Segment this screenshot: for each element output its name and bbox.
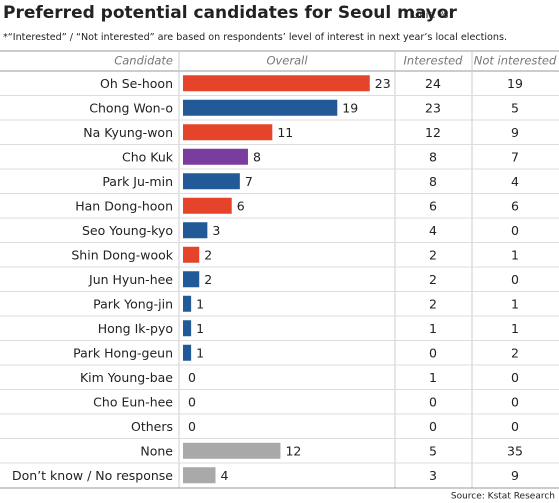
- value-label: 2: [204, 247, 212, 262]
- category-label: Han Dong-hoon: [75, 198, 173, 213]
- category-label: Park Hong-geun: [73, 345, 173, 360]
- value-label: 0: [188, 370, 196, 385]
- category-label: None: [140, 443, 173, 458]
- table-cell: 0: [429, 345, 437, 360]
- category-label: Seo Young-kyo: [82, 223, 173, 238]
- table-cell: 0: [511, 223, 519, 238]
- table-cell: 3: [429, 468, 437, 483]
- value-label: 3: [212, 223, 220, 238]
- table-cell: 0: [511, 394, 519, 409]
- table-cell: 8: [429, 174, 437, 189]
- table-cell: 1: [429, 370, 437, 385]
- value-label: 6: [237, 198, 245, 213]
- category-label: Cho Eun-hee: [93, 394, 173, 409]
- category-label: Oh Se-hoon: [100, 76, 173, 91]
- table-cell: 4: [511, 174, 519, 189]
- bar: [183, 246, 200, 263]
- value-label: 0: [188, 419, 196, 434]
- table-cell: 6: [511, 198, 519, 213]
- category-label: Na Kyung-won: [83, 125, 173, 140]
- value-label: 1: [196, 296, 204, 311]
- table-cell: 2: [429, 247, 437, 262]
- table-cell: 1: [429, 321, 437, 336]
- category-label: Kim Young-bae: [80, 370, 173, 385]
- category-label: Cho Kuk: [122, 149, 174, 164]
- bar: [183, 442, 281, 459]
- column-header: Candidate: [114, 54, 173, 68]
- bar: [183, 222, 208, 239]
- table-cell: 0: [429, 394, 437, 409]
- table-cell: 12: [425, 125, 441, 140]
- table-cell: 5: [429, 443, 437, 458]
- value-label: 0: [188, 394, 196, 409]
- column-header: Not interested: [474, 54, 557, 68]
- table-cell: 23: [425, 100, 441, 115]
- table-cell: 1: [511, 296, 519, 311]
- table-cell: 1: [511, 321, 519, 336]
- bar: [183, 271, 200, 288]
- chart-title: Preferred potential candidates for Seoul…: [3, 3, 458, 23]
- note: *“Interested” / “Not interested” are bas…: [3, 32, 507, 43]
- category-label: Park Ju-min: [102, 174, 173, 189]
- table-cell: 5: [511, 100, 519, 115]
- value-label: 1: [196, 345, 204, 360]
- table-cell: 4: [429, 223, 437, 238]
- bar: [183, 124, 273, 141]
- category-label: Chong Won-o: [89, 100, 173, 115]
- bar: [183, 173, 240, 190]
- value-label: 23: [375, 76, 391, 91]
- bar: [183, 467, 216, 484]
- category-label: Others: [131, 419, 173, 434]
- bar: [183, 75, 370, 92]
- table-cell: 0: [511, 419, 519, 434]
- category-label: Park Yong-jin: [93, 296, 173, 311]
- value-label: 19: [342, 100, 358, 115]
- table-cell: 35: [507, 443, 523, 458]
- table-cell: 8: [429, 149, 437, 164]
- table-cell: 24: [425, 76, 441, 91]
- table-cell: 9: [511, 468, 519, 483]
- table-cell: 0: [429, 419, 437, 434]
- column-header: Overall: [266, 54, 308, 68]
- value-label: 8: [253, 149, 261, 164]
- value-label: 2: [204, 272, 212, 287]
- value-label: 11: [277, 125, 293, 140]
- table-cell: 6: [429, 198, 437, 213]
- table-cell: 7: [511, 149, 519, 164]
- category-label: Jun Hyun-hee: [88, 272, 173, 287]
- source: Source: Kstat Research: [451, 492, 555, 502]
- value-label: 7: [245, 174, 253, 189]
- value-label: 12: [285, 443, 301, 458]
- table-cell: 19: [507, 76, 523, 91]
- bar: [183, 148, 248, 165]
- bar: [183, 344, 192, 361]
- table-cell: 2: [511, 345, 519, 360]
- bar: [183, 295, 192, 312]
- category-label: Don’t know / No response: [12, 468, 173, 483]
- table-cell: 9: [511, 125, 519, 140]
- unit: Unit: %: [412, 10, 448, 21]
- bar: [183, 197, 232, 214]
- value-label: 4: [220, 468, 228, 483]
- table-cell: 0: [511, 370, 519, 385]
- table-cell: 1: [511, 247, 519, 262]
- category-label: Shin Dong-wook: [71, 247, 173, 262]
- value-label: 1: [196, 321, 204, 336]
- table-cell: 0: [511, 272, 519, 287]
- bar: [183, 320, 192, 337]
- table-cell: 2: [429, 296, 437, 311]
- category-label: Hong Ik-pyo: [98, 321, 173, 336]
- table-cell: 2: [429, 272, 437, 287]
- column-header: Interested: [404, 54, 464, 68]
- bar: [183, 99, 338, 116]
